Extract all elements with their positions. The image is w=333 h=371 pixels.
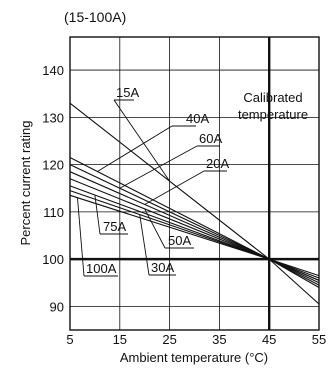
calibrated-temperature-label: temperature	[238, 107, 308, 122]
x-tick-label: 55	[312, 332, 326, 347]
leader-line	[139, 214, 150, 276]
x-tick-label: 35	[212, 332, 226, 347]
series-label-15a: 15A	[116, 85, 139, 100]
leader-line	[94, 194, 101, 235]
leader-line	[144, 208, 166, 249]
annotations: Calibrated temperature	[238, 90, 308, 122]
series-lines: 15A 40A 60A 20A 50A 75A 30A 100A	[69, 85, 320, 305]
y-tick-label: 140	[42, 63, 64, 78]
x-tick-label: 5	[66, 332, 73, 347]
y-tick-label: 130	[42, 110, 64, 125]
series-label-20a: 20A	[206, 156, 229, 171]
x-tick-label: 15	[113, 332, 127, 347]
y-tick-label: 100	[42, 252, 64, 267]
y-tick-label: 90	[50, 299, 64, 314]
tick-labels: 5 15 25 35 45 55 90 100 110 120 130 140	[42, 63, 326, 347]
leader-line	[144, 170, 205, 205]
x-tick-label: 45	[262, 332, 276, 347]
leader-line	[113, 99, 170, 182]
leader-line	[97, 125, 173, 172]
x-tick-label: 25	[162, 332, 176, 347]
series-label-40a: 40A	[186, 111, 209, 126]
y-tick-label: 120	[42, 158, 64, 173]
calibrated-temperature-label: Calibrated	[243, 90, 302, 105]
series-line-100a	[69, 194, 320, 277]
y-axis-label: Percent current rating	[18, 120, 33, 245]
series-label-30a: 30A	[151, 260, 174, 275]
leader-line	[77, 197, 85, 277]
x-axis-label: Ambient temperature (°C)	[120, 350, 268, 365]
series-label-75a: 75A	[103, 219, 126, 234]
leader-line	[119, 145, 198, 189]
grid	[70, 37, 319, 330]
series-label-100a: 100A	[86, 261, 117, 276]
y-tick-label: 110	[43, 205, 64, 220]
series-label-50a: 50A	[168, 233, 191, 248]
chart-title: (15-100A)	[64, 9, 126, 25]
series-label-60a: 60A	[199, 131, 222, 146]
plot-frame	[69, 36, 320, 331]
